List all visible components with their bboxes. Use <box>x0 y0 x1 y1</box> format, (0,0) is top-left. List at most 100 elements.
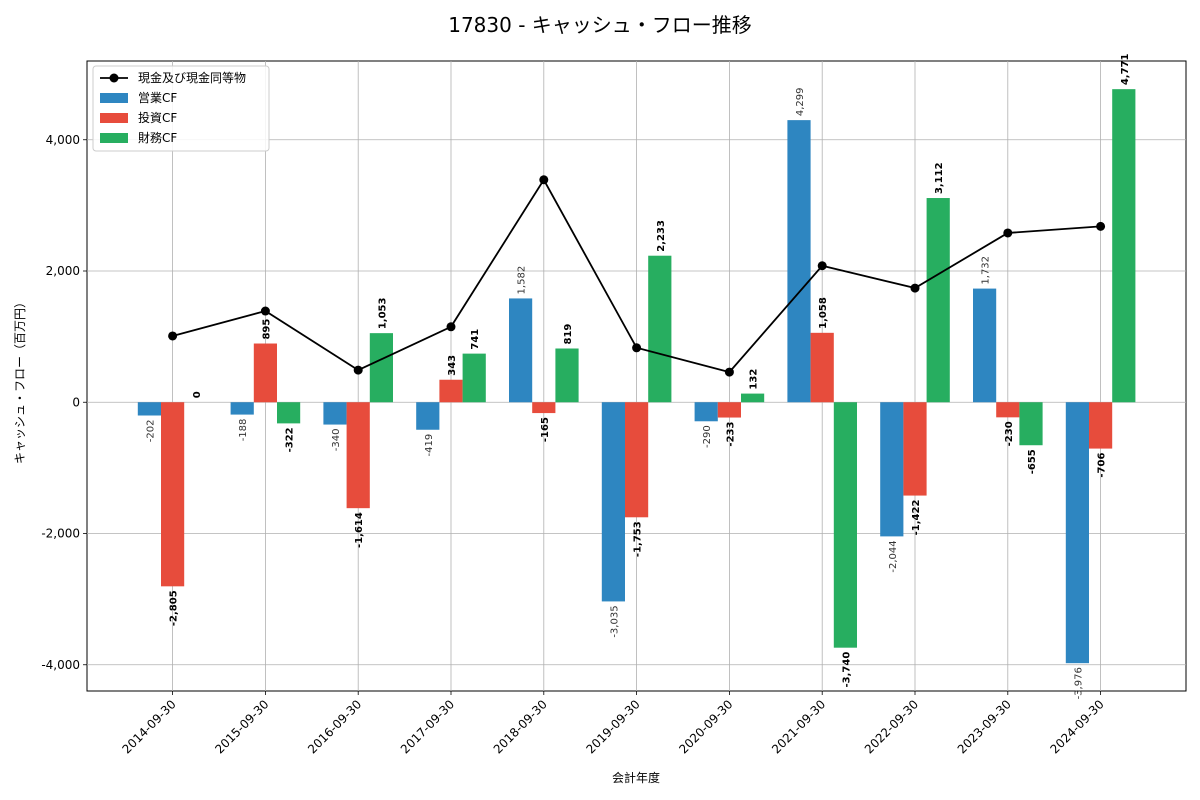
cash-line-point <box>353 365 363 375</box>
bar-value-label: -233 <box>725 422 736 447</box>
legend-bar-swatch <box>100 93 128 103</box>
bar-financing <box>555 348 579 403</box>
bar-financing <box>926 198 950 403</box>
bar-value-label: -202 <box>145 420 156 443</box>
bar-operating <box>137 402 161 416</box>
bar-value-label: -1,614 <box>354 512 365 548</box>
bar-value-label: -419 <box>424 434 435 457</box>
bar-operating <box>323 402 347 425</box>
cash-line <box>168 175 1106 377</box>
bar-value-label: 0 <box>192 391 203 398</box>
bar-value-label: 4,299 <box>795 87 806 116</box>
bar-financing <box>1019 402 1043 446</box>
y-tick-label: 2,000 <box>46 264 80 278</box>
cash-line-point <box>1003 228 1013 238</box>
bar-investing <box>717 402 741 418</box>
value-labels: -202 -188 -340 -419 1,582 -3,035 -290 4,299 -2,0… <box>145 53 1130 699</box>
x-tick-label: 2017-09-30 <box>398 697 457 756</box>
legend-bar-swatch <box>100 133 128 143</box>
bar-value-label: -706 <box>1097 453 1108 478</box>
y-tick-label: -2,000 <box>41 527 80 541</box>
bar-operating <box>880 402 904 537</box>
bars <box>137 89 1136 664</box>
cash-line-point <box>910 283 920 293</box>
bar-operating <box>509 298 533 403</box>
cash-line-point <box>260 306 270 316</box>
bar-value-label: 1,058 <box>818 297 829 329</box>
legend-entry: 投資CF <box>138 110 177 125</box>
bar-value-label: 4,771 <box>1120 53 1131 85</box>
bar-value-label: 343 <box>447 355 458 376</box>
x-tick-label: 2016-09-30 <box>305 697 364 756</box>
y-tick-label: -4,000 <box>41 658 80 672</box>
cash-line-point <box>724 367 734 377</box>
cash-line-point <box>446 322 456 332</box>
x-tick-label: 2024-09-30 <box>1048 697 1107 756</box>
legend-line-marker <box>109 73 119 83</box>
x-tick-label: 2021-09-30 <box>769 697 828 756</box>
bar-value-label: -188 <box>238 419 249 442</box>
bar-financing <box>1112 89 1136 403</box>
bar-operating <box>601 402 625 602</box>
y-axis-label: キャッシュ・フロー（百万円） <box>13 296 27 464</box>
y-tick-label: 0 <box>72 395 80 409</box>
bar-investing <box>532 402 556 414</box>
bar-value-label: 1,732 <box>981 256 992 285</box>
x-tick-label: 2023-09-30 <box>955 697 1014 756</box>
legend-entry: 財務CF <box>138 130 177 145</box>
bar-investing <box>625 402 649 518</box>
bar-value-label: 1,582 <box>517 266 528 295</box>
bar-value-label: -1,753 <box>633 521 644 557</box>
legend-box <box>92 65 270 152</box>
bar-value-label: -165 <box>540 417 551 442</box>
bar-value-label: 132 <box>749 369 760 390</box>
bar-operating <box>973 288 997 403</box>
bar-value-label: -3,976 <box>1073 667 1084 699</box>
bar-investing <box>1089 402 1113 449</box>
bar-value-label: -3,035 <box>609 605 620 637</box>
bar-value-label: -340 <box>331 429 342 452</box>
bar-value-label: -3,740 <box>841 652 852 688</box>
cash-line-point <box>817 261 827 271</box>
bar-value-label: 895 <box>261 319 272 340</box>
cash-line-point <box>1096 221 1106 231</box>
x-tick-label: 2015-09-30 <box>212 697 271 756</box>
bar-value-label: -2,805 <box>169 590 180 626</box>
cash-line-point <box>632 343 642 353</box>
legend-bar-swatch <box>100 113 128 123</box>
y-tick-label: 4,000 <box>46 133 80 147</box>
bar-value-label: 2,233 <box>656 220 667 252</box>
bar-investing <box>439 379 463 403</box>
bar-value-label: 1,053 <box>377 297 388 329</box>
legend-entry: 現金及び現金同等物 <box>138 70 246 85</box>
bar-operating <box>416 402 440 430</box>
bar-value-label: -2,044 <box>888 540 899 572</box>
grid <box>87 61 1186 691</box>
bar-operating <box>1065 402 1089 664</box>
bar-financing <box>369 333 393 403</box>
bar-value-label: 3,112 <box>934 162 945 194</box>
x-axis-label: 会計年度 <box>612 770 660 785</box>
bar-financing <box>462 353 486 403</box>
bar-value-label: -290 <box>702 425 713 448</box>
bar-investing <box>161 402 185 587</box>
x-axis: 2014-09-30 2015-09-30 2016-09-30 2017-09-30… <box>120 691 1107 756</box>
x-tick-label: 2020-09-30 <box>676 697 735 756</box>
x-tick-label: 2014-09-30 <box>120 697 179 756</box>
bar-value-label: 819 <box>563 324 574 345</box>
bar-investing <box>253 343 277 403</box>
cash-line-point <box>168 331 178 341</box>
bar-operating <box>230 402 254 415</box>
bar-financing <box>833 402 857 648</box>
bar-financing <box>277 402 301 424</box>
x-tick-label: 2022-09-30 <box>862 697 921 756</box>
bar-investing <box>810 332 834 403</box>
x-tick-label: 2019-09-30 <box>584 697 643 756</box>
x-tick-label: 2018-09-30 <box>491 697 550 756</box>
bar-investing <box>903 402 927 496</box>
bar-investing <box>996 402 1020 418</box>
bar-value-label: 741 <box>470 329 481 350</box>
bar-value-label: -655 <box>1027 449 1038 474</box>
